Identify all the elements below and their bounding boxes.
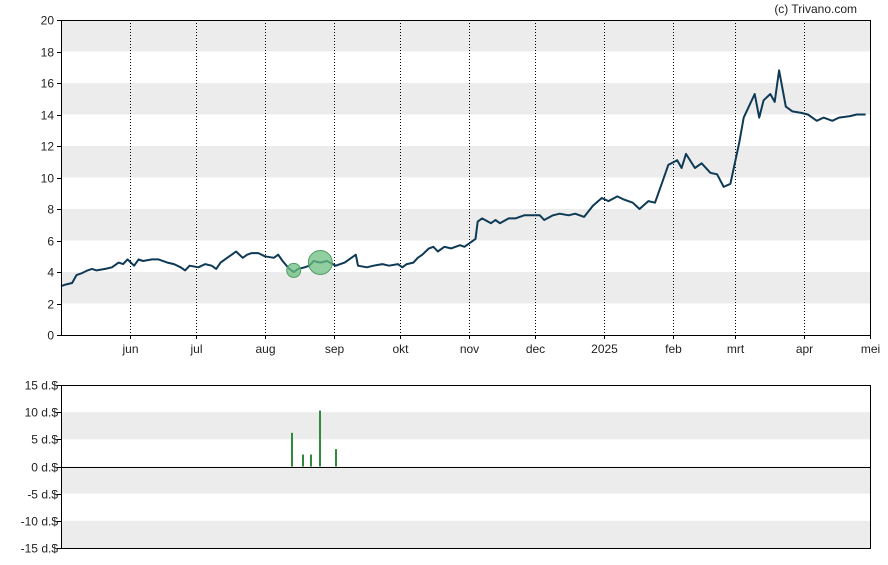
y-tick-label: 2 (47, 298, 54, 312)
x-tick-label: okt (392, 342, 409, 356)
price-band (61, 146, 870, 178)
dividend-bar (319, 410, 321, 467)
dividend-bar (302, 454, 304, 467)
y-tick-label: 6 (47, 235, 54, 249)
credit-text: (c) Trivano.com (774, 2, 857, 16)
dividend-marker[interactable] (286, 262, 302, 278)
price-band (61, 209, 870, 241)
price-band (61, 83, 870, 115)
x-tick-label: nov (460, 342, 479, 356)
x-tick-label: aug (255, 342, 275, 356)
x-tick-label: 2025 (591, 342, 618, 356)
y-tick-label: 14 (41, 109, 55, 123)
dividend-chart-bands (61, 412, 870, 548)
price-chart-x-ticks: jun jul aug sep okt nov dec 2025 feb mrt apr mei (121, 335, 880, 356)
x-tick-label: sep (325, 342, 345, 356)
dividend-chart-frame (61, 385, 871, 549)
y-tick-label: -10 d.$ (21, 515, 59, 529)
x-tick-label: mei (861, 342, 880, 356)
y-tick-label: 4 (47, 266, 54, 280)
y-tick-label: 12 (41, 140, 55, 154)
y-tick-label: 15 d.$ (25, 379, 59, 393)
dividend-chart-bars (291, 410, 337, 467)
y-tick-label: 10 (41, 172, 55, 186)
y-tick-label: 5 d.$ (31, 433, 58, 447)
price-chart-markers (286, 250, 333, 278)
dividend-bar (335, 449, 337, 467)
y-tick-label: 20 (41, 14, 55, 28)
x-tick-label: jul (189, 342, 202, 356)
price-chart-bands (61, 20, 870, 304)
dividend-band (61, 412, 870, 440)
x-tick-label: jun (121, 342, 138, 356)
dividend-bar (310, 454, 312, 467)
price-line (60, 69, 866, 288)
price-band (61, 20, 870, 52)
x-tick-label: mrt (727, 342, 745, 356)
y-tick-label: -5 d.$ (27, 488, 58, 502)
y-tick-label: 10 d.$ (25, 406, 59, 420)
x-tick-label: feb (665, 342, 682, 356)
price-chart-frame (61, 20, 871, 336)
x-tick-label: apr (796, 342, 813, 356)
y-tick-label: 16 (41, 77, 55, 91)
dividend-chart-y-ticks: 15 d.$ 10 d.$ 5 d.$ 0 d.$ -5 d.$ -10 d.$ -15 d… (21, 379, 61, 556)
y-tick-label: 0 d.$ (31, 461, 58, 475)
dividend-band (61, 520, 870, 548)
dividend-bar (291, 432, 293, 467)
dividend-marker[interactable] (307, 250, 333, 276)
dividend-band (61, 466, 870, 494)
price-band (61, 272, 870, 304)
y-tick-label: 0 (47, 329, 54, 343)
y-tick-label: -15 d.$ (21, 542, 59, 556)
price-chart-series (60, 69, 866, 288)
y-tick-label: 18 (41, 46, 55, 60)
x-tick-label: dec (526, 342, 545, 356)
price-chart-y-ticks: 0 2 4 6 8 10 12 14 16 18 20 (41, 14, 61, 343)
y-tick-label: 8 (47, 203, 54, 217)
